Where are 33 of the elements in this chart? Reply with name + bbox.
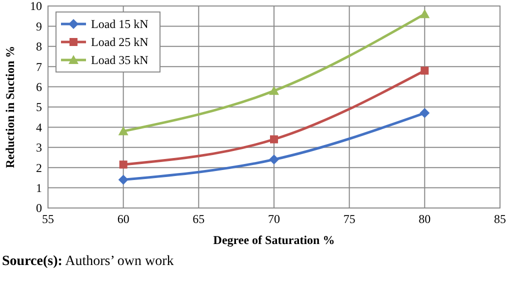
point bbox=[269, 86, 279, 95]
point bbox=[420, 108, 430, 118]
legend-label: Load 25 kN bbox=[91, 35, 149, 50]
x-axis-title: Degree of Saturation % bbox=[213, 233, 335, 247]
y-tick-label: 0 bbox=[36, 201, 42, 216]
x-tick-label: 70 bbox=[268, 212, 280, 226]
y-tick-label: 4 bbox=[36, 120, 42, 134]
point bbox=[119, 160, 128, 169]
y-tick-label: 7 bbox=[36, 60, 42, 74]
point bbox=[420, 9, 430, 18]
y-tick-label: 5 bbox=[36, 100, 42, 114]
point bbox=[118, 126, 128, 136]
source-note: Source(s): Authors’ own work bbox=[2, 254, 174, 269]
y-tick-label: 3 bbox=[36, 140, 42, 155]
legend-label: Load 35 kN bbox=[91, 53, 149, 68]
legend-label: Load 15 kN bbox=[91, 17, 149, 32]
y-tick-label: 6 bbox=[36, 80, 42, 94]
y-tick-label: 1 bbox=[36, 181, 42, 195]
point bbox=[269, 154, 279, 165]
point bbox=[118, 174, 128, 185]
y-axis-title: Reduction in Suction % bbox=[3, 46, 17, 168]
x-tick-label: 85 bbox=[494, 212, 506, 226]
y-tick-label: 10 bbox=[30, 0, 42, 14]
point bbox=[270, 135, 278, 144]
x-tick-label: 60 bbox=[117, 212, 130, 226]
y-tick-label: 9 bbox=[36, 19, 42, 34]
point bbox=[420, 66, 429, 75]
y-tick-label: 8 bbox=[36, 40, 42, 54]
x-tick-label: 65 bbox=[192, 212, 205, 226]
y-tick-label: 2 bbox=[36, 160, 42, 175]
x-tick-label: 80 bbox=[418, 212, 431, 226]
x-tick-label: 55 bbox=[42, 212, 54, 226]
x-tick-label: 75 bbox=[343, 212, 356, 226]
